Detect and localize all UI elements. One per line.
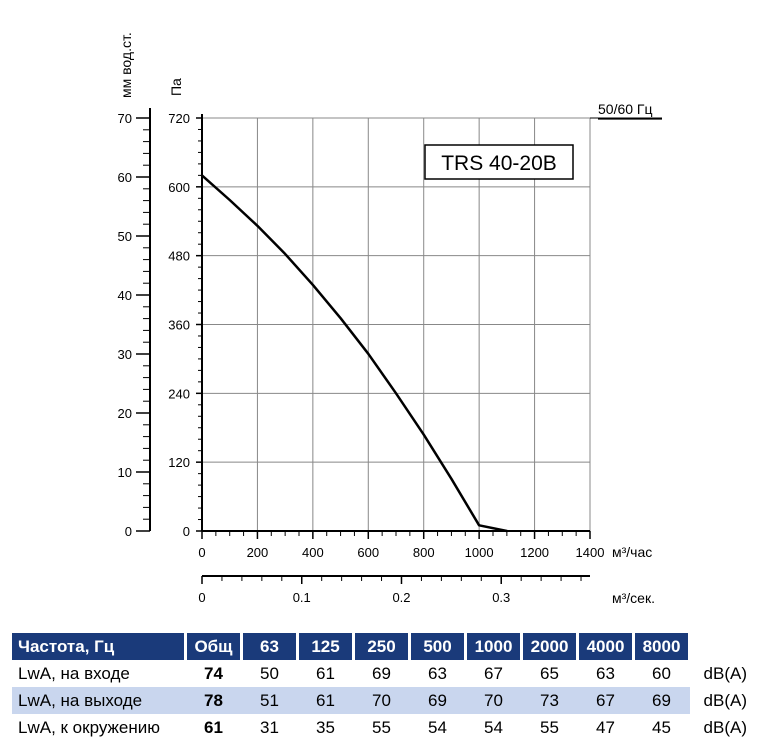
cell-value: 65 xyxy=(540,663,559,683)
cell-value: 35 xyxy=(316,717,335,737)
y2-tick-label: 40 xyxy=(118,288,132,303)
header-total: Общ xyxy=(185,633,243,660)
x-tick-label: 1400 xyxy=(576,545,605,560)
y2-tick-label: 70 xyxy=(118,111,132,126)
cell-value: 54 xyxy=(484,717,503,737)
header-4000: 4000 xyxy=(577,633,635,660)
cell-value: 67 xyxy=(484,663,503,683)
y-tick-label: 240 xyxy=(168,386,190,401)
x-tick-label: 200 xyxy=(247,545,269,560)
model-box xyxy=(424,144,574,180)
cell-value: 69 xyxy=(633,687,690,714)
cell-value: 61 xyxy=(316,663,335,683)
cell-value: 67 xyxy=(577,687,634,714)
noise-level-table: Частота, Гц Общ 63 125 250 500 1000 2000… xyxy=(12,633,751,741)
y2-tick-label: 0 xyxy=(125,524,132,539)
cell-value: 45 xyxy=(652,717,671,737)
table-row: LwA, к окружению 61 31 35 55 54 54 55 47… xyxy=(12,714,751,741)
x-axis-label-m3h: м³/час xyxy=(612,544,652,560)
y2-tick-label: 20 xyxy=(118,406,132,421)
header-frequency: Частота, Гц xyxy=(12,633,187,660)
row-label: LwA, на выходе xyxy=(12,687,186,714)
cell-value: 60 xyxy=(652,663,671,683)
cell-value: 31 xyxy=(260,717,279,737)
frequency-label: 50/60 Гц xyxy=(598,101,653,117)
cell-value: 73 xyxy=(521,687,578,714)
chart-series xyxy=(200,174,509,533)
x-tick-label: 400 xyxy=(302,545,324,560)
y2-tick-label: 50 xyxy=(118,229,132,244)
cell-value: 69 xyxy=(372,663,391,683)
header-1000: 1000 xyxy=(465,633,523,660)
cell-value: 50 xyxy=(260,663,279,683)
cell-total: 78 xyxy=(185,687,242,714)
table-row: LwA, на входе 74 50 61 69 63 67 65 63 60… xyxy=(12,660,751,687)
chart-grid xyxy=(201,117,591,532)
cell-value: 55 xyxy=(540,717,559,737)
x-tick-label: 800 xyxy=(413,545,435,560)
header-250: 250 xyxy=(353,633,411,660)
x2-tick-label: 0.3 xyxy=(492,590,510,605)
cell-value: 61 xyxy=(297,687,354,714)
table-header-row: Частота, Гц Общ 63 125 250 500 1000 2000… xyxy=(12,633,751,660)
y2-tick-label: 10 xyxy=(118,465,132,480)
y-tick-label: 720 xyxy=(168,111,190,126)
y2-tick-label: 30 xyxy=(118,347,132,362)
cell-total: 61 xyxy=(204,717,223,737)
cell-value: 55 xyxy=(372,717,391,737)
x2-tick-label: 0.2 xyxy=(392,590,410,605)
y-tick-label: 360 xyxy=(168,318,190,333)
y-tick-label: 600 xyxy=(168,180,190,195)
cell-value: 54 xyxy=(428,717,447,737)
cell-value: 70 xyxy=(465,687,522,714)
cell-value: 47 xyxy=(596,717,615,737)
header-unit-spacer xyxy=(689,633,751,660)
x2-tick-label: 0.1 xyxy=(293,590,311,605)
cell-value: 63 xyxy=(428,663,447,683)
cell-unit: dB(A) xyxy=(689,687,751,714)
x-tick-label: 1000 xyxy=(465,545,494,560)
chart-axes xyxy=(149,108,662,577)
header-2000: 2000 xyxy=(521,633,579,660)
header-63: 63 xyxy=(241,633,299,660)
cell-value: 70 xyxy=(353,687,410,714)
cell-unit: dB(A) xyxy=(703,663,747,683)
header-8000: 8000 xyxy=(633,633,691,660)
header-125: 125 xyxy=(297,633,355,660)
pressure-curve-line xyxy=(200,174,509,533)
model-title: TRS 40-20B xyxy=(441,152,557,175)
x2-axis-label-m3s: м³/сек. xyxy=(612,590,655,606)
y-tick-label: 0 xyxy=(183,524,190,539)
header-500: 500 xyxy=(409,633,467,660)
x-tick-label: 1200 xyxy=(520,545,549,560)
x2-tick-label: 0 xyxy=(198,590,205,605)
cell-value: 69 xyxy=(409,687,466,714)
cell-value: 63 xyxy=(596,663,615,683)
cell-total: 74 xyxy=(204,663,223,683)
x-tick-label: 0 xyxy=(198,545,205,560)
y2-axis-label-mm: мм вод.ст. xyxy=(118,32,134,98)
y2-tick-label: 60 xyxy=(118,170,132,185)
row-label: LwA, на входе xyxy=(18,663,130,683)
cell-unit: dB(A) xyxy=(703,717,747,737)
row-label: LwA, к окружению xyxy=(18,717,160,737)
x-tick-label: 600 xyxy=(357,545,379,560)
y-tick-label: 480 xyxy=(168,249,190,264)
table-row: LwA, на выходе 78 51 61 70 69 70 73 67 6… xyxy=(12,687,751,714)
y-axis-label-pa: Па xyxy=(168,78,184,96)
y-tick-label: 120 xyxy=(168,455,190,470)
cell-value: 51 xyxy=(241,687,298,714)
